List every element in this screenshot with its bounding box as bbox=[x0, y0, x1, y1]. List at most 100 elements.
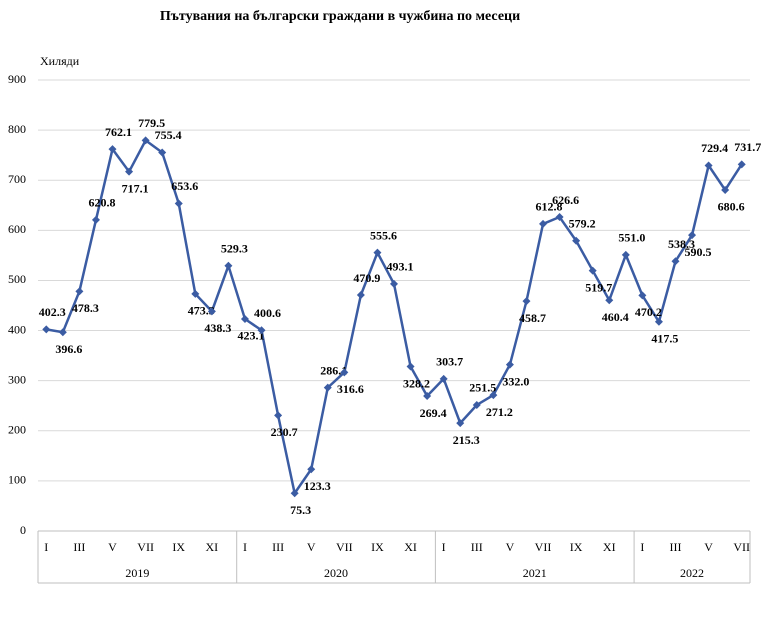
marker bbox=[572, 236, 581, 245]
group-label: 2021 bbox=[523, 566, 547, 580]
marker bbox=[688, 231, 697, 240]
marker bbox=[373, 248, 382, 257]
y-tick-label: 300 bbox=[8, 372, 26, 386]
x-tick-label: V bbox=[704, 540, 713, 554]
marker bbox=[257, 326, 266, 335]
marker bbox=[638, 291, 647, 300]
x-tick-label: VII bbox=[336, 540, 353, 554]
marker bbox=[423, 392, 432, 401]
x-tick-label: I bbox=[442, 540, 446, 554]
marker bbox=[91, 215, 100, 224]
value-label: 332.0 bbox=[502, 374, 529, 388]
x-tick-label: V bbox=[307, 540, 316, 554]
x-tick-label: III bbox=[669, 540, 681, 554]
y-tick-label: 500 bbox=[8, 272, 26, 286]
chart-title: Пътувания на български граждани в чужбин… bbox=[160, 9, 520, 24]
y-tick-label: 900 bbox=[8, 72, 26, 86]
value-label: 620.8 bbox=[88, 196, 115, 210]
marker bbox=[654, 317, 663, 326]
x-tick-label: VII bbox=[137, 540, 154, 554]
x-tick-label: V bbox=[506, 540, 515, 554]
value-label: 251.5 bbox=[469, 381, 496, 395]
value-label: 316.6 bbox=[337, 382, 364, 396]
value-label: 400.6 bbox=[254, 306, 281, 320]
y-tick-label: 700 bbox=[8, 172, 26, 186]
marker bbox=[274, 411, 283, 420]
value-label: 717.1 bbox=[122, 181, 149, 195]
marker bbox=[439, 374, 448, 383]
marker bbox=[489, 391, 498, 400]
value-label: 731.7 bbox=[734, 140, 761, 154]
value-label: 579.2 bbox=[569, 217, 596, 231]
marker bbox=[522, 297, 531, 306]
marker bbox=[42, 325, 51, 334]
y-axis-label: Хиляди bbox=[40, 54, 80, 68]
marker bbox=[605, 296, 614, 305]
group-label: 2020 bbox=[324, 566, 348, 580]
y-tick-label: 200 bbox=[8, 423, 26, 437]
value-label: 729.4 bbox=[701, 141, 728, 155]
value-label: 458.7 bbox=[519, 311, 546, 325]
x-tick-label: I bbox=[640, 540, 644, 554]
value-label: 555.6 bbox=[370, 228, 397, 242]
value-label: 551.0 bbox=[618, 231, 645, 245]
group-label: 2022 bbox=[680, 566, 704, 580]
x-tick-label: XI bbox=[206, 540, 219, 554]
marker bbox=[323, 383, 332, 392]
x-tick-label: VII bbox=[535, 540, 552, 554]
x-tick-label: IX bbox=[172, 540, 185, 554]
marker bbox=[58, 328, 67, 337]
value-label: 470.2 bbox=[635, 305, 662, 319]
marker bbox=[555, 213, 564, 222]
x-tick-label: I bbox=[44, 540, 48, 554]
marker bbox=[737, 160, 746, 169]
y-tick-label: 600 bbox=[8, 222, 26, 236]
x-tick-label: V bbox=[108, 540, 117, 554]
value-label: 478.3 bbox=[72, 301, 99, 315]
value-label: 230.7 bbox=[271, 425, 298, 439]
marker bbox=[472, 400, 481, 409]
value-label: 328.2 bbox=[403, 376, 430, 390]
x-tick-label: III bbox=[471, 540, 483, 554]
value-label: 680.6 bbox=[718, 200, 745, 214]
value-label: 271.2 bbox=[486, 405, 513, 419]
value-label: 396.6 bbox=[55, 342, 82, 356]
marker bbox=[456, 419, 465, 428]
x-tick-label: XI bbox=[404, 540, 417, 554]
marker bbox=[191, 289, 200, 298]
x-tick-label: III bbox=[272, 540, 284, 554]
marker bbox=[108, 145, 117, 154]
value-label: 286.1 bbox=[320, 363, 347, 377]
marker bbox=[539, 219, 548, 228]
marker bbox=[588, 266, 597, 275]
value-label: 626.6 bbox=[552, 193, 579, 207]
group-label: 2019 bbox=[125, 566, 149, 580]
marker bbox=[125, 167, 134, 176]
value-label: 519.7 bbox=[585, 280, 612, 294]
marker bbox=[406, 362, 415, 371]
value-label: 470.9 bbox=[353, 271, 380, 285]
value-label: 123.3 bbox=[304, 479, 331, 493]
y-tick-label: 0 bbox=[20, 523, 26, 537]
value-label: 473.3 bbox=[188, 304, 215, 318]
value-label: 779.5 bbox=[138, 116, 165, 130]
marker bbox=[75, 287, 84, 296]
value-label: 423.1 bbox=[237, 329, 264, 343]
x-tick-label: IX bbox=[570, 540, 583, 554]
value-label: 612.8 bbox=[536, 200, 563, 214]
y-tick-label: 400 bbox=[8, 322, 26, 336]
x-tick-label: I bbox=[243, 540, 247, 554]
x-tick-label: VII bbox=[733, 540, 750, 554]
marker bbox=[356, 291, 365, 300]
x-tick-label: XI bbox=[603, 540, 616, 554]
value-label: 653.6 bbox=[171, 179, 198, 193]
value-label: 460.4 bbox=[602, 310, 629, 324]
y-tick-label: 100 bbox=[8, 473, 26, 487]
x-tick-label: III bbox=[73, 540, 85, 554]
value-label: 75.3 bbox=[290, 503, 311, 517]
value-label: 755.4 bbox=[155, 128, 182, 142]
marker bbox=[290, 489, 299, 498]
value-label: 269.4 bbox=[420, 406, 447, 420]
marker bbox=[240, 314, 249, 323]
